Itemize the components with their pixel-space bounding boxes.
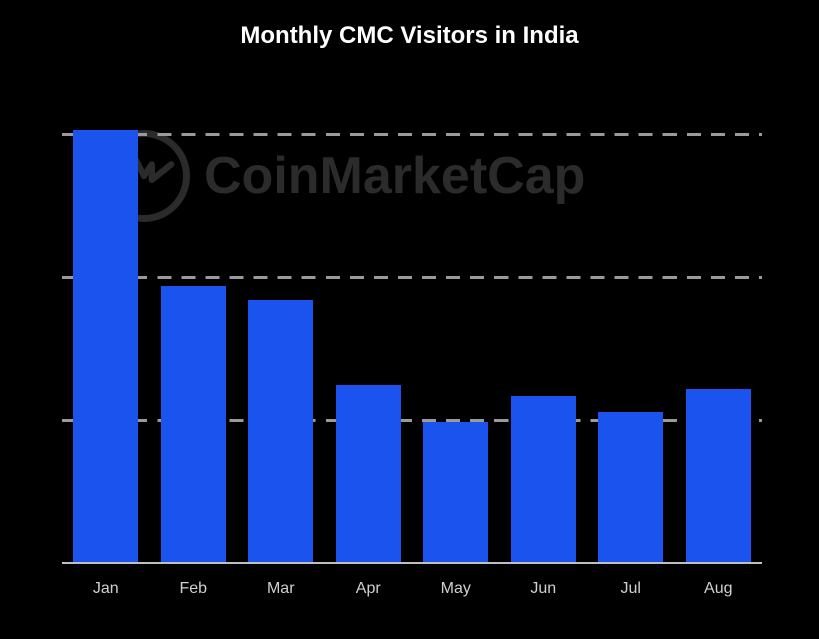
x-label-feb: Feb — [150, 580, 238, 598]
bar-aug — [686, 389, 751, 562]
x-label-aug: Aug — [675, 580, 763, 598]
bar-apr — [336, 385, 401, 562]
x-label-mar: Mar — [237, 580, 325, 598]
x-label-jan: Jan — [62, 580, 150, 598]
bar-feb — [161, 286, 226, 562]
x-label-may: May — [412, 580, 500, 598]
x-label-jul: Jul — [587, 580, 675, 598]
plot-area: CoinMarketCap — [62, 90, 762, 562]
bar-jul — [598, 412, 663, 562]
bar-jan — [73, 130, 138, 562]
x-label-apr: Apr — [325, 580, 413, 598]
x-axis-labels: JanFebMarAprMayJunJulAug — [62, 580, 762, 610]
bars-group — [62, 90, 762, 562]
bar-jun — [511, 396, 576, 562]
bar-may — [423, 422, 488, 562]
x-axis-line — [62, 562, 762, 564]
chart-container: Monthly CMC Visitors in India CoinMarket… — [0, 0, 819, 639]
bar-mar — [248, 300, 313, 562]
chart-title: Monthly CMC Visitors in India — [0, 22, 819, 50]
x-label-jun: Jun — [500, 580, 588, 598]
